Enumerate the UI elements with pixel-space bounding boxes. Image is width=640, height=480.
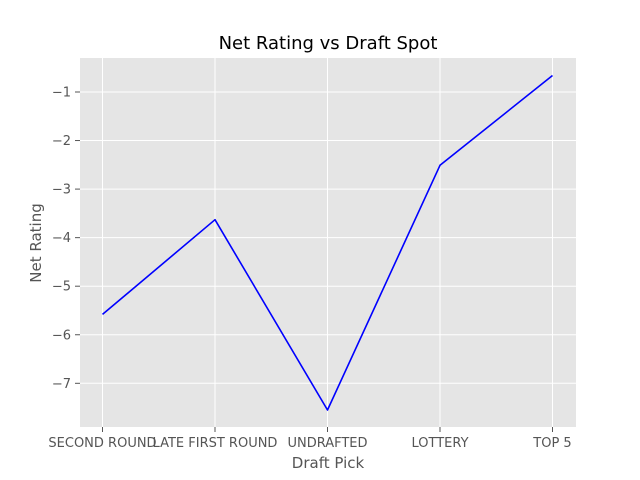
y-gridlines: [80, 91, 576, 384]
x-tick-label: LATE FIRST ROUND: [153, 436, 278, 451]
x-tick-label: SECOND ROUND: [48, 436, 156, 451]
y-tick-label: −5: [52, 280, 71, 295]
y-tick-label: −2: [52, 134, 71, 149]
x-tick-label: TOP 5: [532, 436, 571, 451]
y-ticks: −7 −6 −5 −4 −3 −2 −1: [52, 85, 80, 392]
y-tick-label: −1: [52, 85, 71, 100]
chart-title: Net Rating vs Draft Spot: [219, 33, 438, 54]
y-tick-label: −4: [52, 231, 71, 246]
series-group: [101, 74, 553, 411]
x-gridlines: [102, 58, 553, 427]
x-tick-label: UNDRAFTED: [287, 436, 367, 451]
x-tick-label: LOTTERY: [411, 436, 468, 451]
x-axis-label: Draft Pick: [292, 454, 365, 472]
y-tick-label: −6: [52, 328, 71, 343]
series-line: [101, 74, 553, 411]
y-axis-label: Net Rating: [27, 203, 45, 282]
y-tick-label: −3: [52, 183, 71, 198]
y-tick-label: −7: [52, 377, 71, 392]
